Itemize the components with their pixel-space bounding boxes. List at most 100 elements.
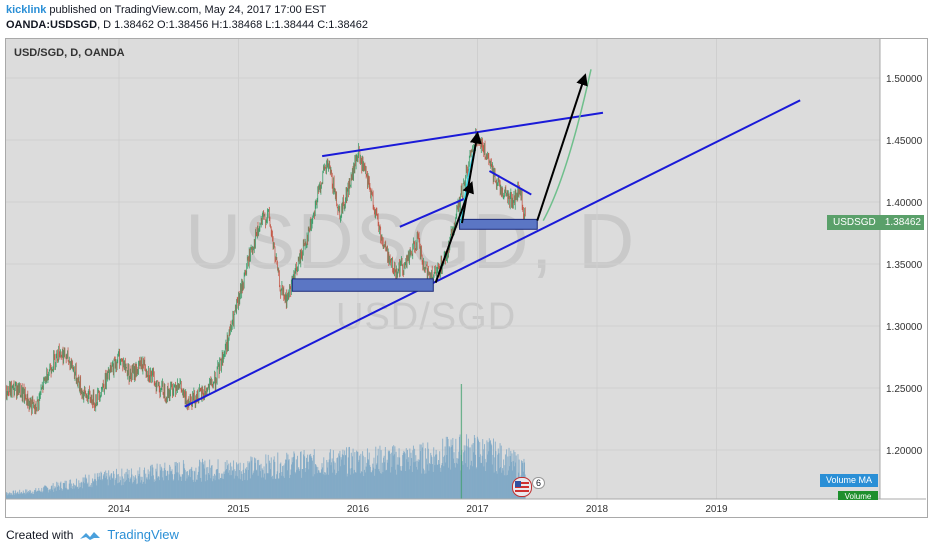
volume-bar [147, 479, 148, 499]
volume-bar [375, 446, 377, 499]
volume-bar [450, 469, 451, 499]
volume-bar [259, 464, 261, 499]
volume-bar [1, 495, 2, 499]
volume-bar [423, 470, 425, 499]
volume-bar [164, 462, 166, 499]
volume-bar [343, 455, 344, 499]
volume-bar [45, 485, 47, 499]
volume-bar [329, 452, 331, 499]
volume-bar [495, 451, 497, 499]
volume-ma-badge[interactable]: Volume MA [820, 474, 878, 487]
volume-bar [368, 452, 370, 499]
published-text: published on TradingView.com, May 24, 20… [46, 4, 327, 16]
volume-bar [154, 479, 156, 499]
volume-bar [50, 488, 52, 499]
volume-bar [472, 442, 474, 499]
volume-bar [18, 493, 19, 499]
volume-bar [236, 462, 238, 499]
volume-bar [26, 489, 28, 499]
volume-bar [23, 492, 25, 499]
volume-bar [6, 492, 8, 499]
volume-bar [44, 485, 46, 499]
volume-bar [151, 464, 153, 499]
volume-bar [384, 447, 386, 499]
volume-bar [445, 462, 447, 499]
volume-bar [386, 469, 387, 499]
volume-bar [356, 451, 358, 499]
volume-bar [322, 474, 324, 499]
volume-bar [454, 463, 456, 499]
volume-bar [395, 469, 396, 499]
plot-area[interactable] [6, 39, 880, 499]
volume-bar [30, 493, 32, 499]
volume-bar [389, 453, 391, 499]
volume-bar [264, 479, 266, 499]
x-tick-label: 2014 [108, 504, 131, 515]
volume-bar [409, 448, 411, 499]
volume-bar [385, 470, 387, 499]
volume-bar [234, 469, 236, 499]
volume-bar [376, 463, 378, 499]
volume-bar [5, 494, 6, 499]
volume-bar [306, 457, 307, 499]
volume-bar [430, 452, 432, 499]
volume-bar [366, 448, 368, 499]
volume-bar [58, 486, 60, 499]
volume-bar [432, 471, 434, 499]
volume-bar [273, 459, 275, 499]
volume-bar [157, 477, 159, 499]
volume-bar [295, 459, 297, 499]
volume-bar [123, 482, 125, 499]
volume-bar [460, 470, 462, 499]
volume-bar [195, 467, 197, 499]
volume-badge[interactable]: Volume [838, 491, 878, 500]
volume-bar [56, 486, 58, 499]
volume-bar [311, 458, 313, 499]
tradingview-brand[interactable]: TradingView [107, 527, 179, 542]
volume-bar [442, 438, 444, 499]
volume-bar [436, 454, 438, 499]
volume-bar [447, 439, 449, 499]
volume-bar [473, 434, 475, 499]
volume-bar [193, 470, 195, 499]
volume-bar [75, 485, 77, 499]
volume-bar [404, 451, 405, 499]
volume-bar [375, 464, 377, 499]
volume-bar [282, 476, 284, 499]
volume-bar [227, 472, 229, 499]
volume-bar [10, 493, 12, 499]
volume-bar [7, 495, 9, 499]
volume-bar [363, 469, 365, 499]
volume-bar [169, 466, 171, 499]
volume-bar [105, 476, 107, 499]
volume-bar [315, 464, 317, 499]
volume-bar [401, 470, 402, 499]
projection-curve [542, 69, 592, 221]
volume-bar [297, 468, 299, 499]
volume-bar [264, 473, 266, 499]
volume-bar [491, 464, 493, 499]
volume-bar [380, 450, 382, 499]
volume-bar [346, 447, 347, 499]
volume-bar [335, 474, 337, 499]
volume-bar [59, 482, 61, 499]
volume-bar [187, 471, 189, 499]
x-tick-label: 2018 [586, 504, 609, 515]
us-flag-icon[interactable] [512, 477, 532, 497]
volume-bar [16, 493, 18, 499]
volume-bar [294, 471, 296, 499]
volume-bar [467, 438, 469, 499]
volume-bar [326, 459, 328, 499]
author-link[interactable]: kicklink [6, 4, 47, 16]
volume-bar [508, 447, 510, 499]
volume-bar [273, 456, 275, 499]
volume-bar [501, 472, 503, 499]
volume-bar [484, 458, 486, 499]
volume-bar [197, 471, 199, 499]
volume-bar [129, 478, 131, 499]
volume-bar [497, 454, 499, 499]
support-zone-box-1 [291, 278, 434, 292]
volume-bar [393, 454, 395, 499]
volume-bar [509, 456, 511, 499]
